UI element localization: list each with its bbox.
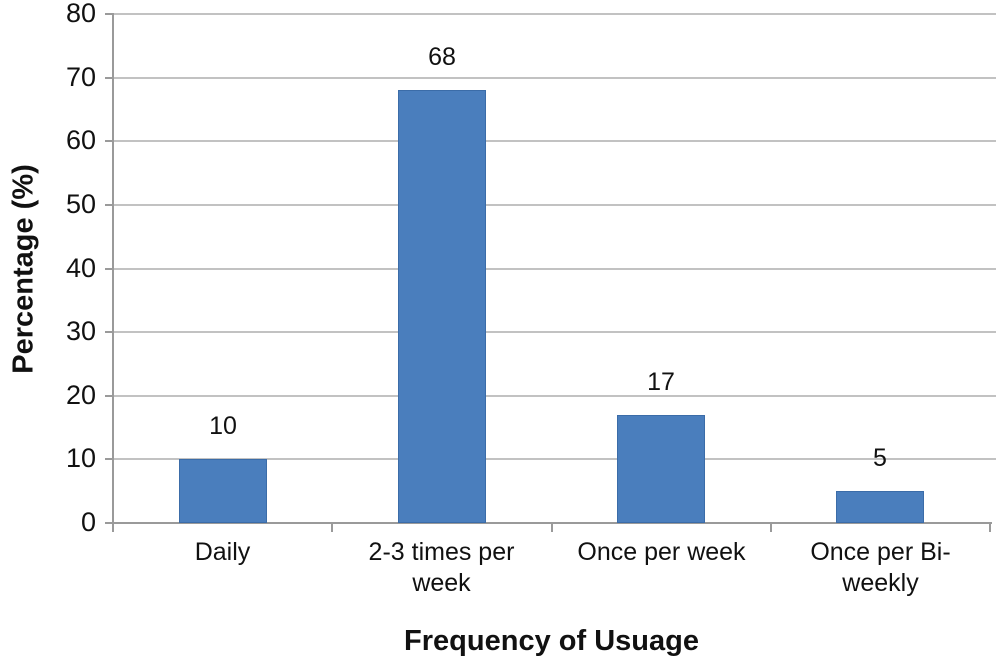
gridline-80 bbox=[113, 13, 996, 15]
y-tick-mark-70 bbox=[105, 76, 114, 79]
y-tick-label-20: 20 bbox=[65, 379, 96, 410]
x-tick-mark-2 bbox=[550, 523, 553, 532]
gridline-70 bbox=[113, 76, 996, 79]
bar-value-label: 17 bbox=[647, 368, 675, 396]
x-axis-title: Frequency of Usuage bbox=[404, 625, 699, 657]
y-tick-mark-30 bbox=[105, 331, 114, 334]
bar-2-3-times-per-week bbox=[398, 90, 486, 523]
y-tick-label-50: 50 bbox=[65, 188, 96, 219]
y-tick-label-80: 80 bbox=[65, 0, 96, 28]
gridline-30 bbox=[113, 331, 996, 334]
gridline-10 bbox=[113, 458, 996, 461]
y-tick-mark-0 bbox=[105, 522, 114, 524]
x-category-label: 2-3 times per week bbox=[368, 538, 515, 597]
y-tick-label-70: 70 bbox=[65, 61, 96, 92]
y-axis-line bbox=[112, 14, 114, 523]
y-tick-mark-40 bbox=[105, 267, 114, 270]
y-tick-mark-20 bbox=[105, 394, 114, 397]
bar-value-label: 5 bbox=[873, 444, 887, 472]
gridline-40 bbox=[113, 267, 996, 270]
y-tick-mark-50 bbox=[105, 203, 114, 206]
y-tick-mark-80 bbox=[105, 13, 114, 15]
y-tick-mark-60 bbox=[105, 140, 114, 143]
y-tick-label-0: 0 bbox=[80, 507, 96, 537]
x-category-label: Once per Bi- weekly bbox=[810, 538, 951, 597]
x-tick-mark-0 bbox=[112, 523, 114, 532]
bar-once-per-bi-weekly bbox=[836, 491, 924, 523]
x-axis-line bbox=[113, 522, 992, 524]
y-tick-label-10: 10 bbox=[65, 443, 96, 474]
x-tick-mark-3 bbox=[769, 523, 772, 532]
x-tick-mark-1 bbox=[331, 523, 334, 532]
y-tick-label-30: 30 bbox=[65, 316, 96, 347]
x-category-label: Daily bbox=[194, 538, 251, 566]
x-tick-mark-4 bbox=[989, 523, 991, 532]
y-tick-label-40: 40 bbox=[65, 252, 96, 283]
bar-value-label: 10 bbox=[209, 412, 237, 440]
bar-once-per-week bbox=[617, 415, 705, 523]
bar-value-label: 68 bbox=[428, 43, 456, 71]
y-tick-label-60: 60 bbox=[65, 125, 96, 156]
bar-daily bbox=[179, 459, 267, 523]
y-tick-mark-10 bbox=[105, 458, 114, 461]
x-category-label: Once per week bbox=[577, 538, 746, 566]
gridline-50 bbox=[113, 203, 996, 206]
gridline-20 bbox=[113, 394, 996, 397]
gridline-60 bbox=[113, 140, 996, 143]
